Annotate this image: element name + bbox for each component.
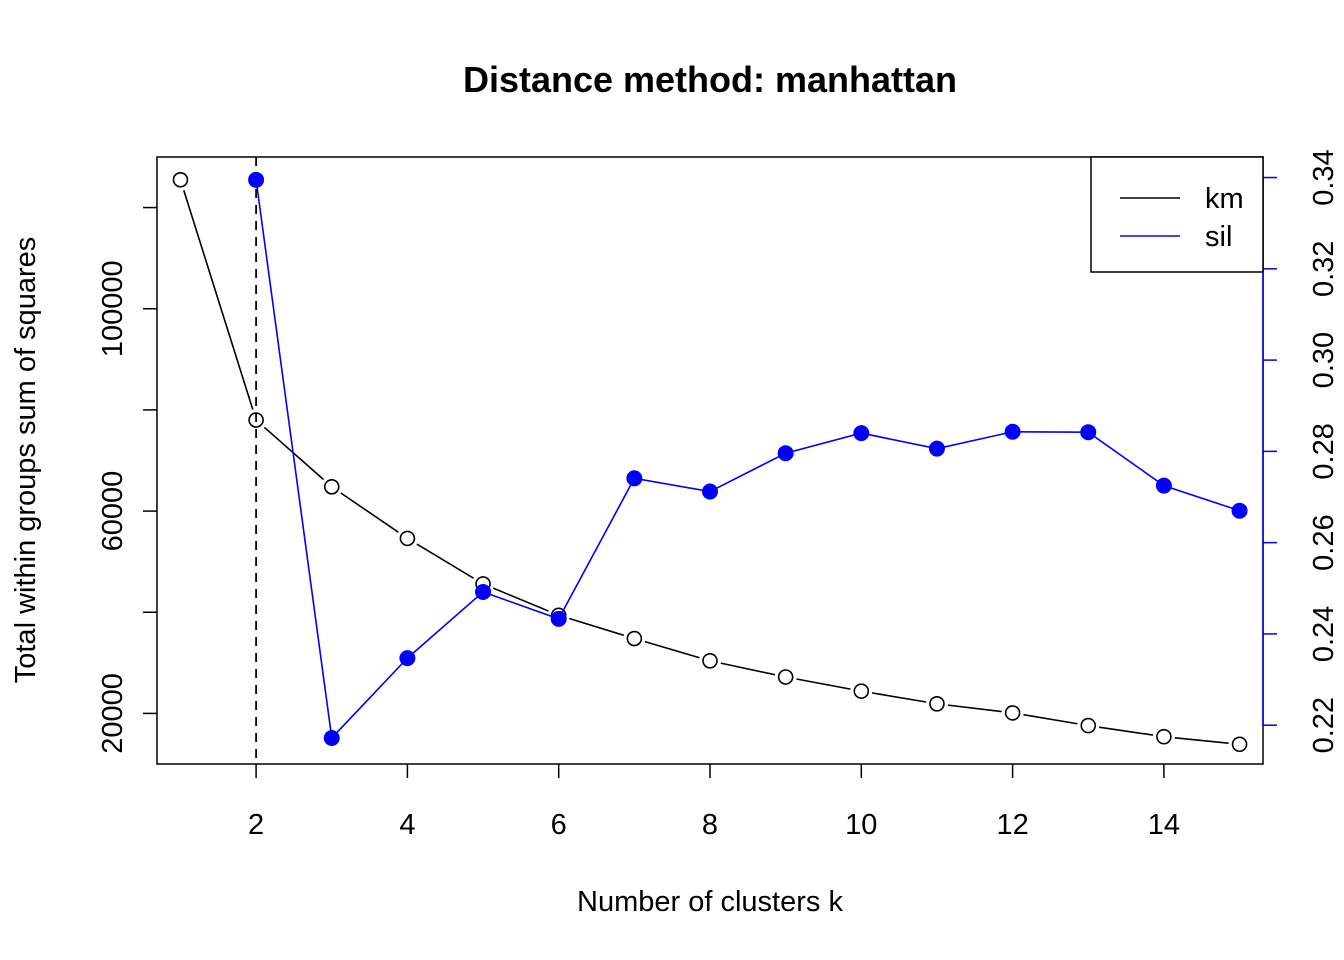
legend-label-sil: sil xyxy=(1205,221,1232,253)
y-right-tick-label: 0.26 xyxy=(1308,514,1340,570)
km-point xyxy=(1231,736,1248,753)
x-axis-label: Number of clusters k xyxy=(577,886,843,918)
sil-point xyxy=(702,483,718,500)
sil-point xyxy=(399,650,416,667)
y-right-tick-label: 0.30 xyxy=(1308,332,1340,388)
legend-box xyxy=(1090,156,1264,273)
axes-layer: 2 4 6 8 10 12 14 20000 60000 100000 0.22 0.24 0.26 0.… xyxy=(97,149,1340,841)
sil-point xyxy=(323,729,340,746)
chart-title: Distance method: manhattan xyxy=(463,59,957,100)
km-line-segment xyxy=(720,662,776,676)
km-line-segment xyxy=(644,640,700,659)
y-right-tick-label: 0.28 xyxy=(1308,423,1340,479)
km-point xyxy=(777,669,794,685)
km-line-segment xyxy=(1023,713,1078,725)
sil-line xyxy=(255,179,1240,740)
x-tick-label: 4 xyxy=(399,809,415,841)
y-right-tick-label: 0.34 xyxy=(1308,149,1340,205)
km-point xyxy=(399,530,416,547)
km-line-segment xyxy=(340,492,399,533)
km-point xyxy=(172,171,189,188)
sil-point xyxy=(853,425,870,442)
km-line-segment xyxy=(796,678,851,690)
km-point xyxy=(929,696,945,712)
sil-point xyxy=(475,583,492,600)
x-tick-label: 2 xyxy=(248,809,264,841)
x-tick-label: 8 xyxy=(702,809,718,841)
x-tick-label: 14 xyxy=(1148,809,1180,841)
sil-point xyxy=(928,440,945,457)
series-layer xyxy=(172,171,1248,753)
legend: km sil xyxy=(1090,156,1264,273)
km-line-segment xyxy=(416,543,475,579)
sil-point xyxy=(1080,424,1097,441)
x-tick-label: 12 xyxy=(996,809,1028,841)
y-left-tick-label: 100000 xyxy=(97,260,129,357)
km-point xyxy=(323,479,340,495)
x-tick-label: 10 xyxy=(845,809,877,841)
sil-point xyxy=(248,171,265,188)
x-tick-label: 6 xyxy=(551,809,567,841)
sil-point xyxy=(550,610,567,627)
km-point xyxy=(853,683,870,699)
km-point xyxy=(1004,705,1021,721)
sil-point xyxy=(1155,477,1172,494)
km-point xyxy=(1156,728,1172,745)
y-right-tick-label: 0.22 xyxy=(1308,697,1340,753)
y-right-tick-label: 0.24 xyxy=(1308,606,1340,662)
km-line-segment xyxy=(1174,736,1229,744)
sil-point xyxy=(777,445,794,462)
km-point xyxy=(626,630,643,647)
km-line-segment xyxy=(947,704,1002,713)
y-right-tick-label: 0.32 xyxy=(1308,241,1340,297)
legend-label-km: km xyxy=(1205,183,1244,215)
sil-point xyxy=(626,470,643,487)
km-point xyxy=(702,653,718,669)
y-axis-label-left: Total within groups sum of squares xyxy=(10,237,42,684)
km-line-segment xyxy=(872,692,927,703)
y-left-tick-label: 20000 xyxy=(97,673,129,754)
km-point xyxy=(248,412,264,428)
km-line-segment xyxy=(492,587,549,612)
km-line-segment xyxy=(1099,726,1154,736)
y-left-tick-label: 60000 xyxy=(97,471,129,552)
km-point xyxy=(1080,717,1097,734)
sil-point xyxy=(1231,502,1248,519)
km-line-segment xyxy=(182,190,254,410)
km-line-segment xyxy=(568,617,625,637)
sil-point xyxy=(1004,423,1021,440)
